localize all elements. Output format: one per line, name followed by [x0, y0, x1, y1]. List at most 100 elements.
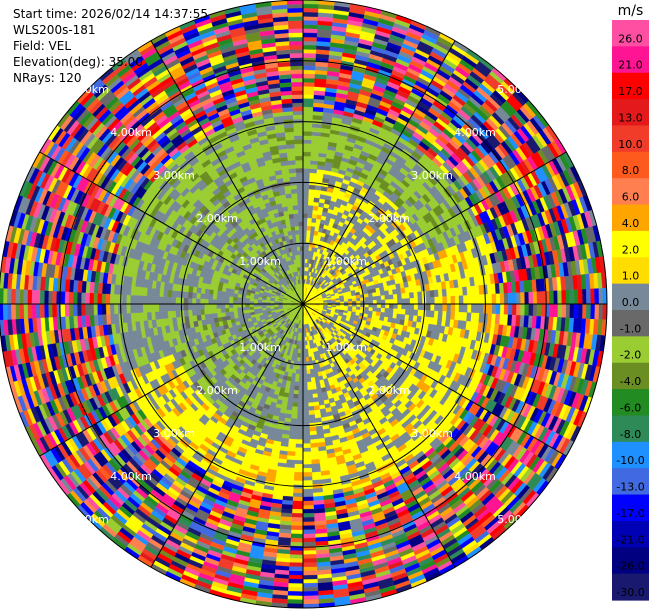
- colorbar-tick-label: -10.0: [616, 454, 644, 467]
- range-label-5km: 5.00km: [497, 513, 539, 526]
- ray-43: [302, 303, 540, 508]
- ray-gates: [569, 303, 575, 319]
- colorbar-tick-label: -21.0: [616, 533, 644, 546]
- colorbar-tick-label: -8.0: [620, 428, 641, 441]
- colorbar-tick-label: -26.0: [616, 560, 644, 573]
- ray-gates: [536, 303, 542, 317]
- range-label-3km: 3.00km: [411, 427, 453, 440]
- ray-gates: [585, 303, 591, 320]
- ray-72: [111, 303, 304, 551]
- ray-41: [302, 303, 559, 483]
- ray-gates: [302, 513, 315, 518]
- ray-gates: [349, 3, 367, 15]
- ray-102: [56, 112, 304, 305]
- colorbar-tick-label: 4.0: [622, 217, 640, 230]
- range-label-2km: 2.00km: [196, 212, 238, 225]
- polar-grid: [0, 0, 608, 609]
- nrays-label: NRays: 120: [13, 71, 82, 85]
- colorbar-swatch: [612, 468, 649, 496]
- range-label-4km: 4.00km: [110, 126, 152, 139]
- ray-gates: [101, 303, 107, 315]
- range-label-2km: 2.00km: [196, 384, 238, 397]
- ray-gates: [302, 562, 317, 568]
- colorbar-tick-label: -2.0: [620, 349, 641, 362]
- ray-39: [302, 303, 575, 457]
- ray-77: [56, 303, 304, 496]
- ray-25: [302, 225, 601, 305]
- range-label-2km: 2.00km: [368, 212, 410, 225]
- ray-gates: [313, 197, 320, 203]
- ray-103: [66, 100, 304, 305]
- colorbar-tick-label: 26.0: [618, 32, 643, 45]
- colorbar-swatch: [612, 46, 649, 74]
- colorbar-swatch: [612, 494, 649, 522]
- ray-119: [286, 0, 304, 305]
- colorbar-swatch: [612, 415, 649, 443]
- ray-gates: [302, 32, 318, 38]
- colorbar-swatch: [612, 125, 649, 153]
- elevation-label: Elevation(deg): 35.00: [13, 55, 143, 69]
- colorbar-tick-label: -17.0: [616, 507, 644, 520]
- spoke-60: [302, 151, 567, 305]
- colorbar-swatch: [612, 362, 649, 390]
- ray-gates: [291, 86, 304, 91]
- colorbar-tick-label: 17.0: [618, 85, 643, 98]
- range-label-5km: 5.00km: [67, 83, 109, 96]
- ray-64: [224, 303, 304, 602]
- colorbar-tick-label: -30.0: [616, 586, 644, 599]
- ray-gates: [287, 8, 304, 13]
- colorbar-swatch: [612, 573, 649, 601]
- range-label-4km: 4.00km: [454, 126, 496, 139]
- ray-gates: [277, 61, 291, 68]
- ray-gates: [292, 98, 304, 104]
- ray-gates: [279, 82, 292, 88]
- ray-gates: [539, 278, 546, 292]
- ray-gates: [528, 303, 534, 317]
- colorbar-tick-label: 1.0: [622, 270, 640, 283]
- range-label-5km: 5.00km: [497, 83, 539, 96]
- ray-76: [66, 303, 304, 508]
- ray-gates: [494, 313, 501, 325]
- ray-101: [47, 125, 304, 305]
- ray-gates: [291, 517, 304, 522]
- colorbar-tick-label: 13.0: [618, 112, 643, 125]
- ray-gates: [60, 291, 66, 305]
- colorbar-tick-label: 2.0: [622, 243, 640, 256]
- ray-20: [302, 151, 575, 305]
- ray-gates: [314, 528, 328, 534]
- ray-gates: [44, 290, 49, 305]
- ray-gates: [81, 303, 86, 316]
- ray-73: [99, 303, 304, 541]
- ray-gates: [302, 591, 319, 596]
- colorbar-tick-label: 10.0: [618, 138, 643, 151]
- ray-gates: [515, 315, 521, 327]
- ray-gates: [302, 82, 315, 87]
- ray-gates: [281, 98, 293, 104]
- ray-gates: [594, 288, 599, 305]
- ray-gates: [11, 303, 16, 320]
- ray-gates: [557, 290, 562, 305]
- spoke-120: [302, 303, 567, 457]
- range-label-4km: 4.00km: [110, 470, 152, 483]
- ray-49: [302, 303, 469, 568]
- ray-gates: [495, 303, 501, 315]
- field-label: Field: VEL: [13, 39, 72, 53]
- ray-gates: [315, 61, 329, 68]
- colorbar-tick-label: -6.0: [620, 402, 641, 415]
- ray-gates: [76, 303, 82, 316]
- spoke-30: [302, 40, 456, 305]
- colorbar-swatch: [612, 72, 649, 100]
- colorbar-unit-label: m/s: [618, 3, 644, 19]
- ray-98: [25, 165, 304, 305]
- colorbar-swatch: [612, 389, 649, 417]
- colorbar-swatch: [612, 441, 649, 469]
- ray-53: [302, 303, 413, 594]
- ray-91: [0, 272, 304, 305]
- colorbar-swatch: [612, 520, 649, 548]
- spoke-150: [302, 303, 456, 568]
- ray-gates: [536, 291, 546, 305]
- colorbar-swatch: [612, 257, 649, 285]
- range-label-3km: 3.00km: [411, 169, 453, 182]
